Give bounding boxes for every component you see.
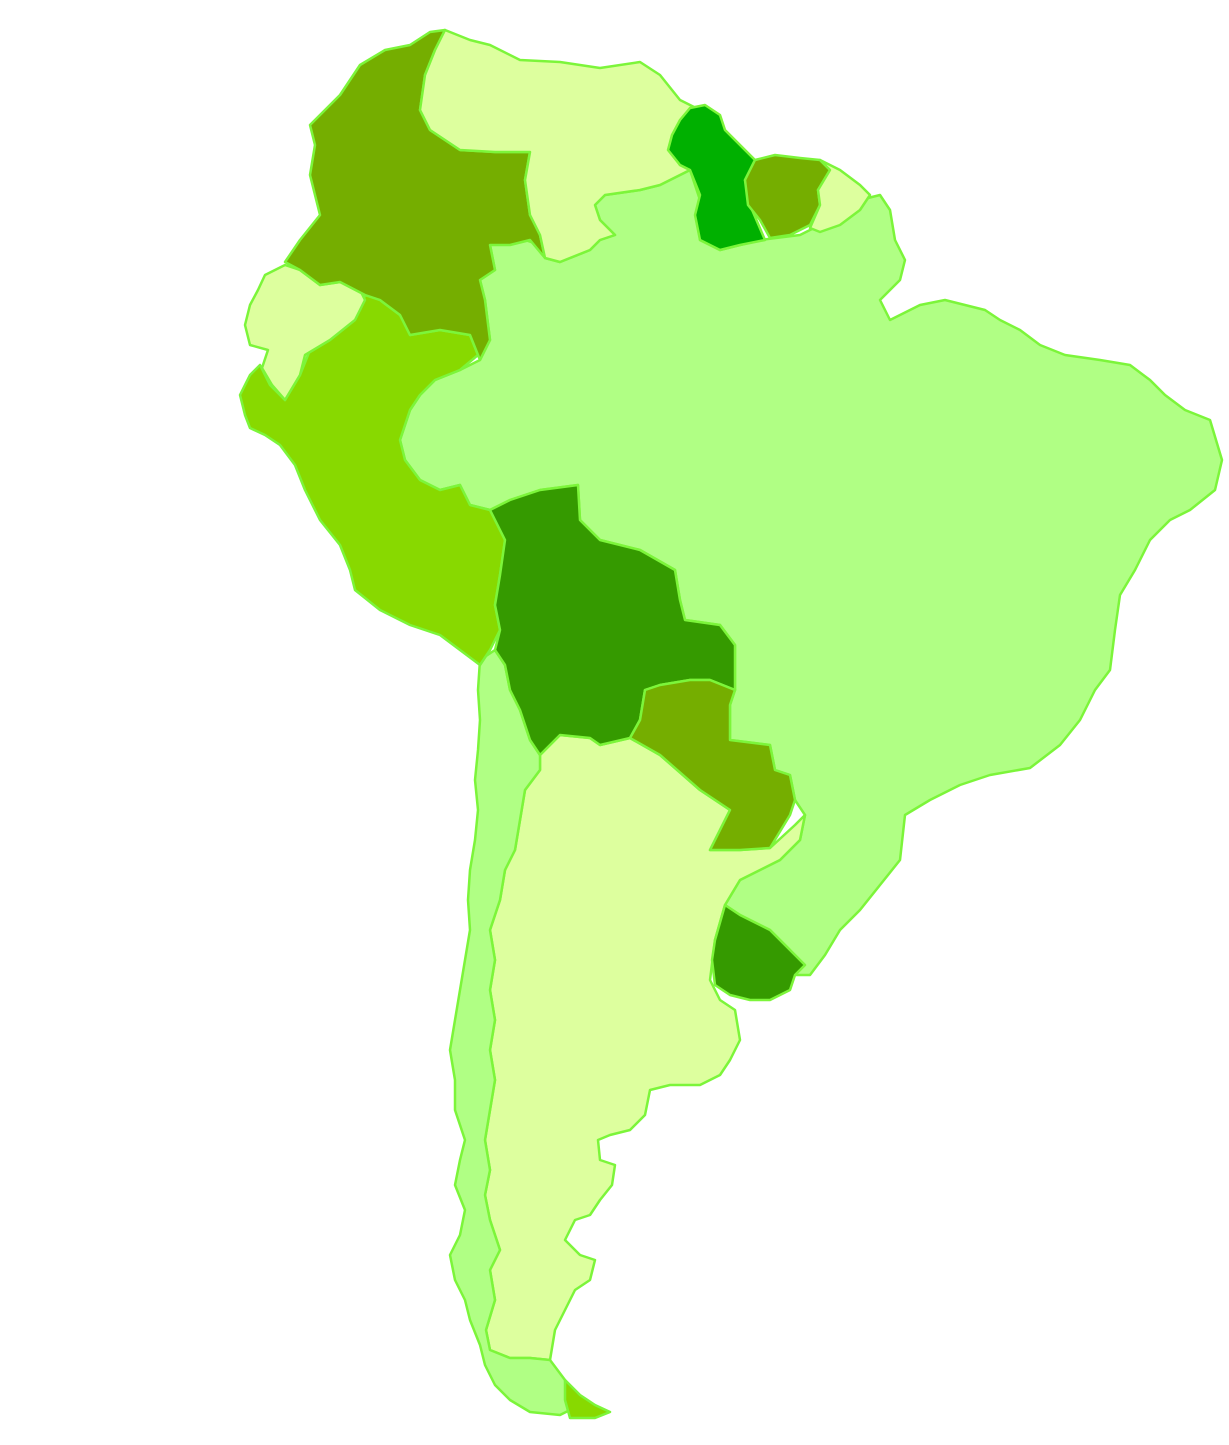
region-tierra-del-fuego[interactable]: [563, 1378, 612, 1420]
region-uruguay[interactable]: [710, 903, 807, 1002]
region-venezuela[interactable]: [418, 28, 702, 264]
region-french-guiana[interactable]: [808, 158, 872, 234]
region-paraguay[interactable]: [628, 678, 797, 852]
region-guyana[interactable]: [666, 103, 767, 252]
